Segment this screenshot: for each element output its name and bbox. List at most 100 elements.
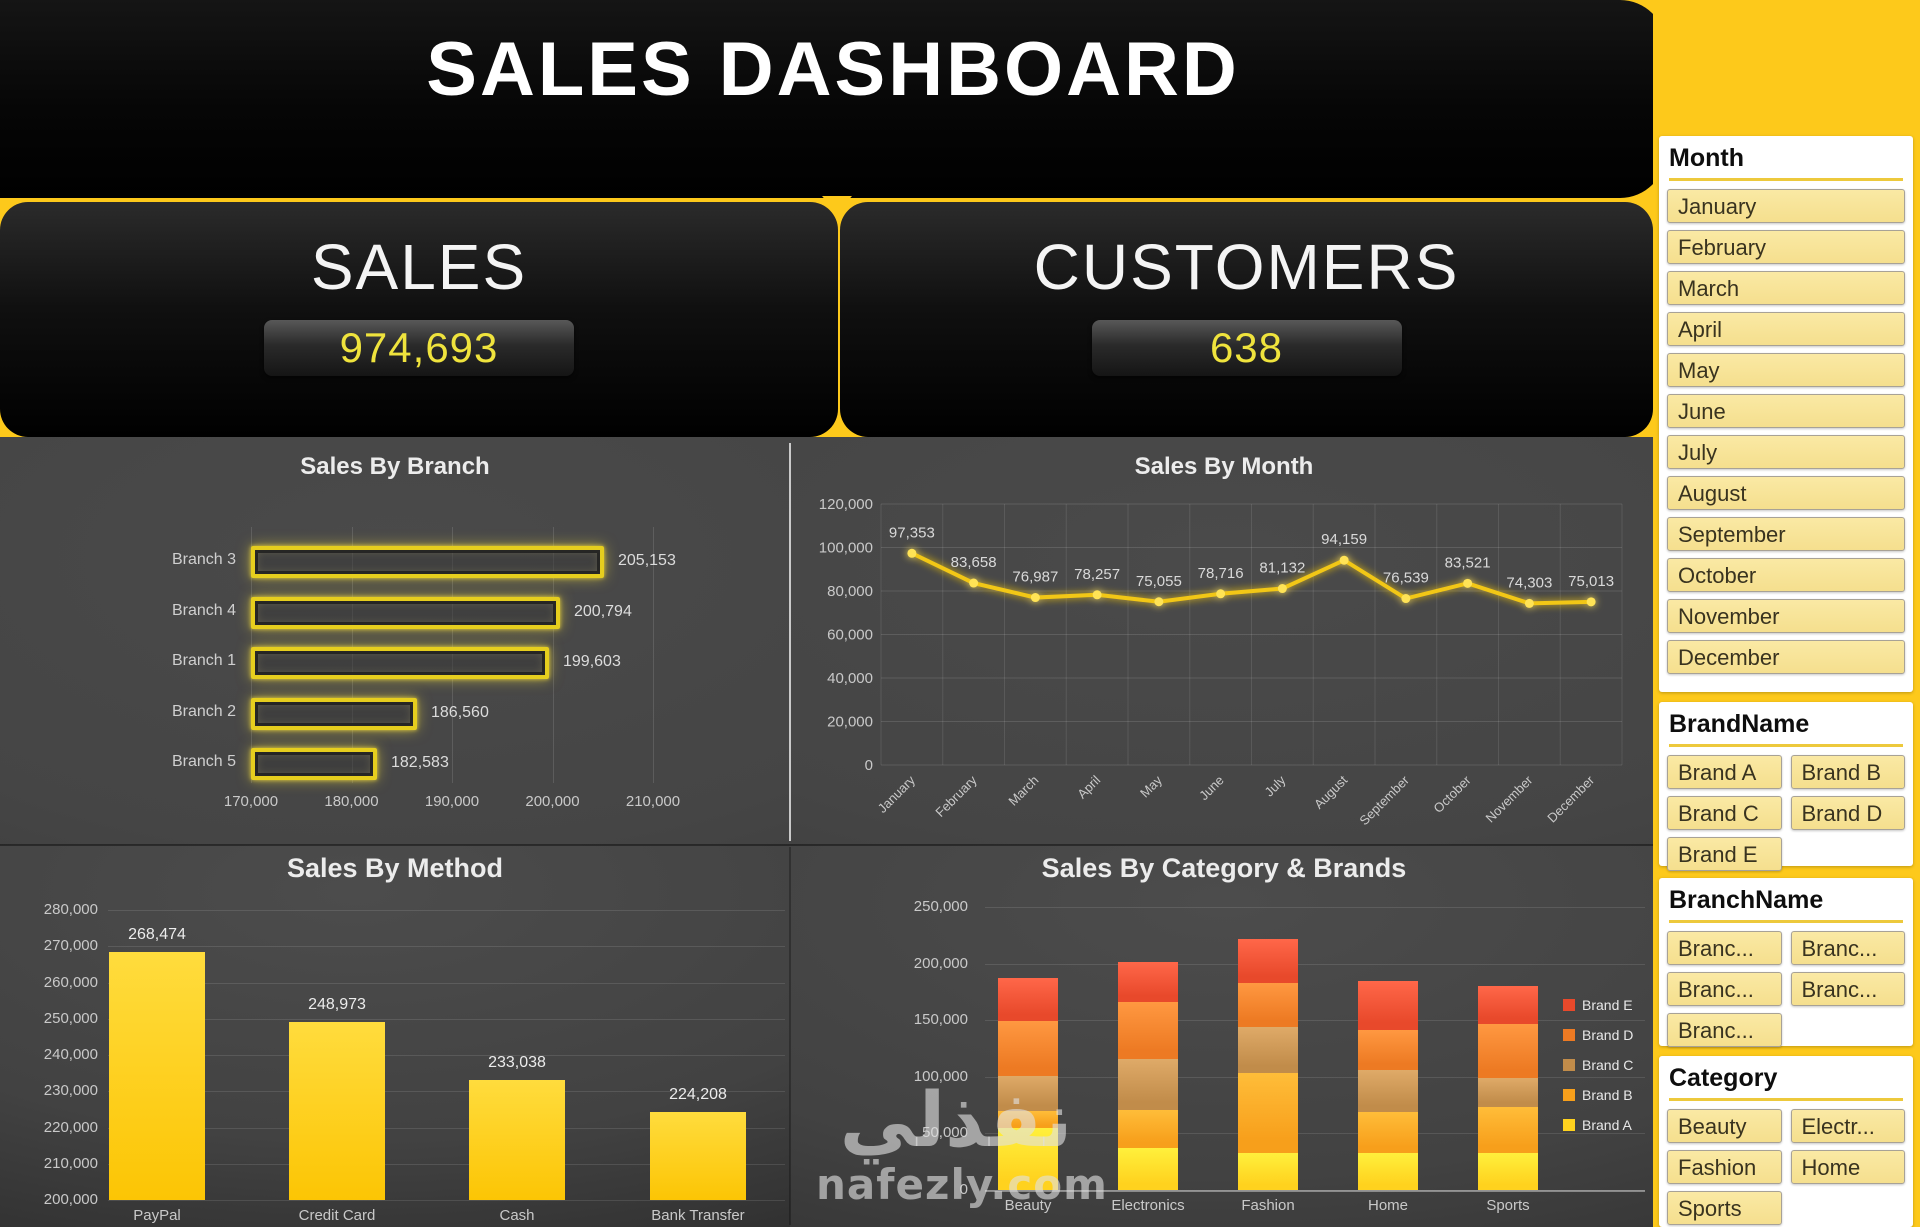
charts-area: Sales By Branch 170,000 180,000 190,000 200… <box>0 437 1658 1227</box>
slicer-branch-branc[interactable]: Branc... <box>1790 931 1905 965</box>
data-point-february <box>969 578 979 588</box>
legend-swatch-brand-a <box>1563 1119 1575 1131</box>
axis-tick-label: 100,000 <box>913 1067 968 1085</box>
slicer-category-fashion[interactable]: Fashion <box>1667 1150 1782 1184</box>
slicer-branch-branc[interactable]: Branc... <box>1667 1013 1782 1047</box>
yellow-triangle-decoration-down <box>822 196 852 213</box>
slicer-branch-branc[interactable]: Branc... <box>1667 931 1782 965</box>
bar-branch-5 <box>251 748 377 781</box>
slicer-title-month: Month <box>1669 144 1903 181</box>
slicer-month-april[interactable]: April <box>1667 312 1905 346</box>
axis-tick-label: 60,000 <box>827 627 873 644</box>
slicer-brand-brand-c[interactable]: Brand C <box>1667 796 1782 830</box>
slicer-month-january[interactable]: January <box>1667 189 1905 223</box>
data-point-april <box>1092 590 1102 600</box>
data-label: 76,987 <box>1012 569 1058 586</box>
bar-value-label: 199,603 <box>563 653 621 671</box>
bar-value-label: 186,560 <box>431 703 489 721</box>
slicer-month-december[interactable]: December <box>1667 640 1905 674</box>
axis-tick-label: 80,000 <box>827 583 873 600</box>
slicer-month-february[interactable]: February <box>1667 230 1905 264</box>
axis-tick-label: 0 <box>959 1181 968 1198</box>
legend-item-brand-a: Brand A <box>1563 1110 1633 1140</box>
slicer-month-september[interactable]: September <box>1667 517 1905 551</box>
axis-tick-label: 280,000 <box>43 901 98 918</box>
chart-divider-horizontal <box>0 844 1658 846</box>
slicer-month-may[interactable]: May <box>1667 353 1905 387</box>
slicer-category-home[interactable]: Home <box>1790 1150 1905 1184</box>
x-axis-line <box>985 1190 1645 1192</box>
bar-bank-transfer <box>650 1112 746 1200</box>
axis-tick-label: 180,000 <box>324 793 379 810</box>
axis-month-label: March <box>1005 773 1041 809</box>
chart-sales-by-method: Sales By Method 200,000 210,000 220,000 230… <box>0 845 790 1227</box>
slicer-brand-brand-d[interactable]: Brand D <box>1790 796 1905 830</box>
slicer-brand-brand-b[interactable]: Brand B <box>1790 755 1905 789</box>
legend-item-brand-b: Brand B <box>1563 1080 1633 1110</box>
axis-tick-label: 50,000 <box>922 1124 968 1142</box>
slicer-category-list: Beauty Electr... Fashion Home Sports <box>1667 1109 1905 1225</box>
axis-tick-label: 250,000 <box>43 1009 98 1027</box>
gridline <box>108 1127 785 1129</box>
axis-category-label: Beauty <box>1004 1197 1052 1214</box>
axis-category-label: Fashion <box>1241 1197 1295 1214</box>
axis-category-label: PayPal <box>133 1207 181 1224</box>
legend-item-brand-c: Brand C <box>1563 1050 1633 1080</box>
legend-swatch-brand-d <box>1563 1029 1575 1041</box>
data-point-may <box>1154 597 1164 607</box>
slicer-month-august[interactable]: August <box>1667 476 1905 510</box>
gridline <box>108 1200 785 1201</box>
axis-month-label: April <box>1074 772 1103 801</box>
data-point-december <box>1586 597 1596 607</box>
data-label: 83,521 <box>1445 554 1491 571</box>
data-label: 94,159 <box>1321 531 1367 548</box>
axis-category-label: Home <box>1367 1197 1408 1214</box>
gridline <box>108 1091 785 1093</box>
slicer-brand-brand-a[interactable]: Brand A <box>1667 755 1782 789</box>
slicer-month-july[interactable]: July <box>1667 435 1905 469</box>
segment-brand-e-sports <box>1478 986 1538 1024</box>
segment-brand-d-sports <box>1478 1023 1538 1078</box>
slicer-sidebar: Month January February March April May June Ju… <box>1653 0 1920 1227</box>
segment-brand-c-electronics <box>1118 1058 1178 1110</box>
branch-chart-plot: 170,000 180,000 190,000 200,000 210,000 Branc… <box>0 437 790 845</box>
gridline <box>108 1163 785 1165</box>
slicer-month-november[interactable]: November <box>1667 599 1905 633</box>
gridline <box>653 527 654 783</box>
slicer-category-sports[interactable]: Sports <box>1667 1191 1782 1225</box>
slicer-month-october[interactable]: October <box>1667 558 1905 592</box>
axis-month-label: July <box>1262 772 1289 799</box>
kpi-sales-value-pill: 974,693 <box>264 320 574 376</box>
axis-category-label: Credit Card <box>298 1207 376 1224</box>
slicer-branch-branc[interactable]: Branc... <box>1667 972 1782 1006</box>
segment-brand-c-home <box>1358 1070 1418 1112</box>
data-point-october <box>1463 578 1473 588</box>
bar-paypal <box>109 952 205 1200</box>
data-label: 97,353 <box>889 524 935 541</box>
chart-title-sales-by-method: Sales By Method <box>286 853 504 883</box>
segment-brand-e-home <box>1358 980 1418 1031</box>
slicer-category-beauty[interactable]: Beauty <box>1667 1109 1782 1143</box>
bar-value-label: 233,038 <box>488 1054 546 1071</box>
kpi-sales-label: SALES <box>310 231 528 303</box>
slicer-branch-branc[interactable]: Branc... <box>1790 972 1905 1006</box>
axis-month-label: October <box>1430 772 1474 816</box>
month-chart-plot: 120,000 100,000 80,000 60,000 40,000 20,000 0 9… <box>790 437 1658 845</box>
data-label: 81,132 <box>1259 560 1305 577</box>
slicer-brand-list: Brand A Brand B Brand C Brand D Brand E <box>1667 755 1905 871</box>
segment-brand-e-electronics <box>1118 962 1178 1003</box>
axis-month-label: August <box>1311 772 1350 811</box>
gridline <box>108 1055 785 1056</box>
axis-tick-label: 190,000 <box>424 793 480 810</box>
slicer-category-electr[interactable]: Electr... <box>1790 1109 1905 1143</box>
segment-brand-b-fashion <box>1238 1073 1298 1153</box>
slicer-month-march[interactable]: March <box>1667 271 1905 305</box>
slicer-month-list: January February March April May June July Augu… <box>1667 189 1905 674</box>
segment-brand-b-home <box>1358 1111 1418 1153</box>
slicer-brand-brand-e[interactable]: Brand E <box>1667 837 1782 871</box>
legend-label: Brand E <box>1582 997 1633 1013</box>
slicer-month-june[interactable]: June <box>1667 394 1905 428</box>
data-label: 78,716 <box>1198 565 1244 582</box>
data-label: 78,257 <box>1074 566 1120 583</box>
gridline <box>108 910 785 911</box>
